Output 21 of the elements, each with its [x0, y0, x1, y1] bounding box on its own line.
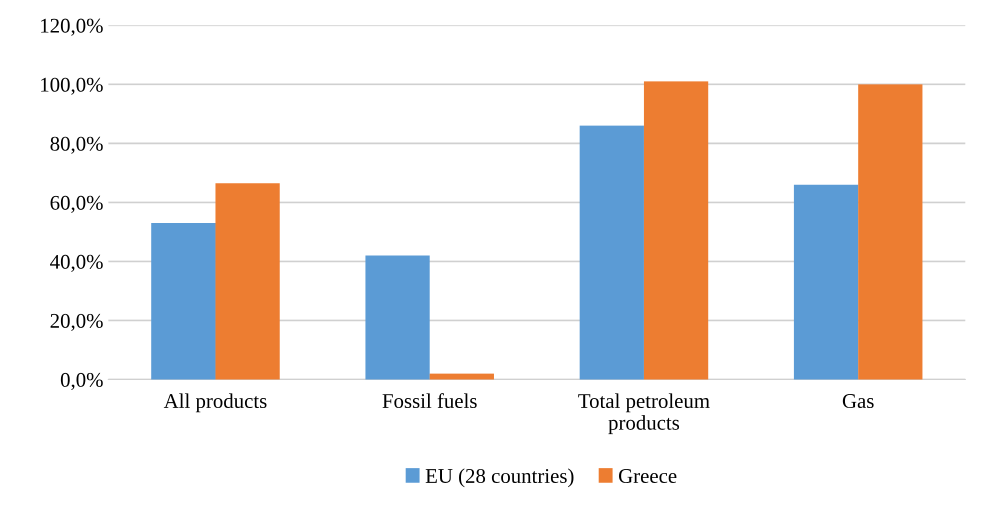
legend-label: Greece [619, 469, 676, 484]
y-tick-label: 120,0% [41, 18, 103, 36]
bar [858, 84, 922, 380]
x-tick-label: Total petroleum products [578, 393, 710, 434]
y-tick-label: 100,0% [41, 78, 103, 95]
bar [151, 223, 216, 380]
bar [430, 374, 494, 380]
x-tick-label: All products [164, 393, 267, 412]
y-tick-label: 60,0% [50, 196, 103, 213]
y-tick-label: 80,0% [50, 136, 103, 154]
y-tick-label: 0,0% [60, 372, 103, 390]
bar [215, 183, 280, 380]
bar [794, 184, 858, 380]
legend-label: EU (28 countries) [426, 468, 574, 488]
y-tick-label: 40,0% [50, 254, 103, 272]
bar [365, 256, 430, 380]
x-tick-label: Gas [842, 394, 874, 408]
bar [580, 126, 644, 380]
x-tick-label: Fossil fuels [382, 393, 477, 408]
y-tick-label: 20,0% [50, 314, 103, 331]
bar [644, 81, 708, 380]
